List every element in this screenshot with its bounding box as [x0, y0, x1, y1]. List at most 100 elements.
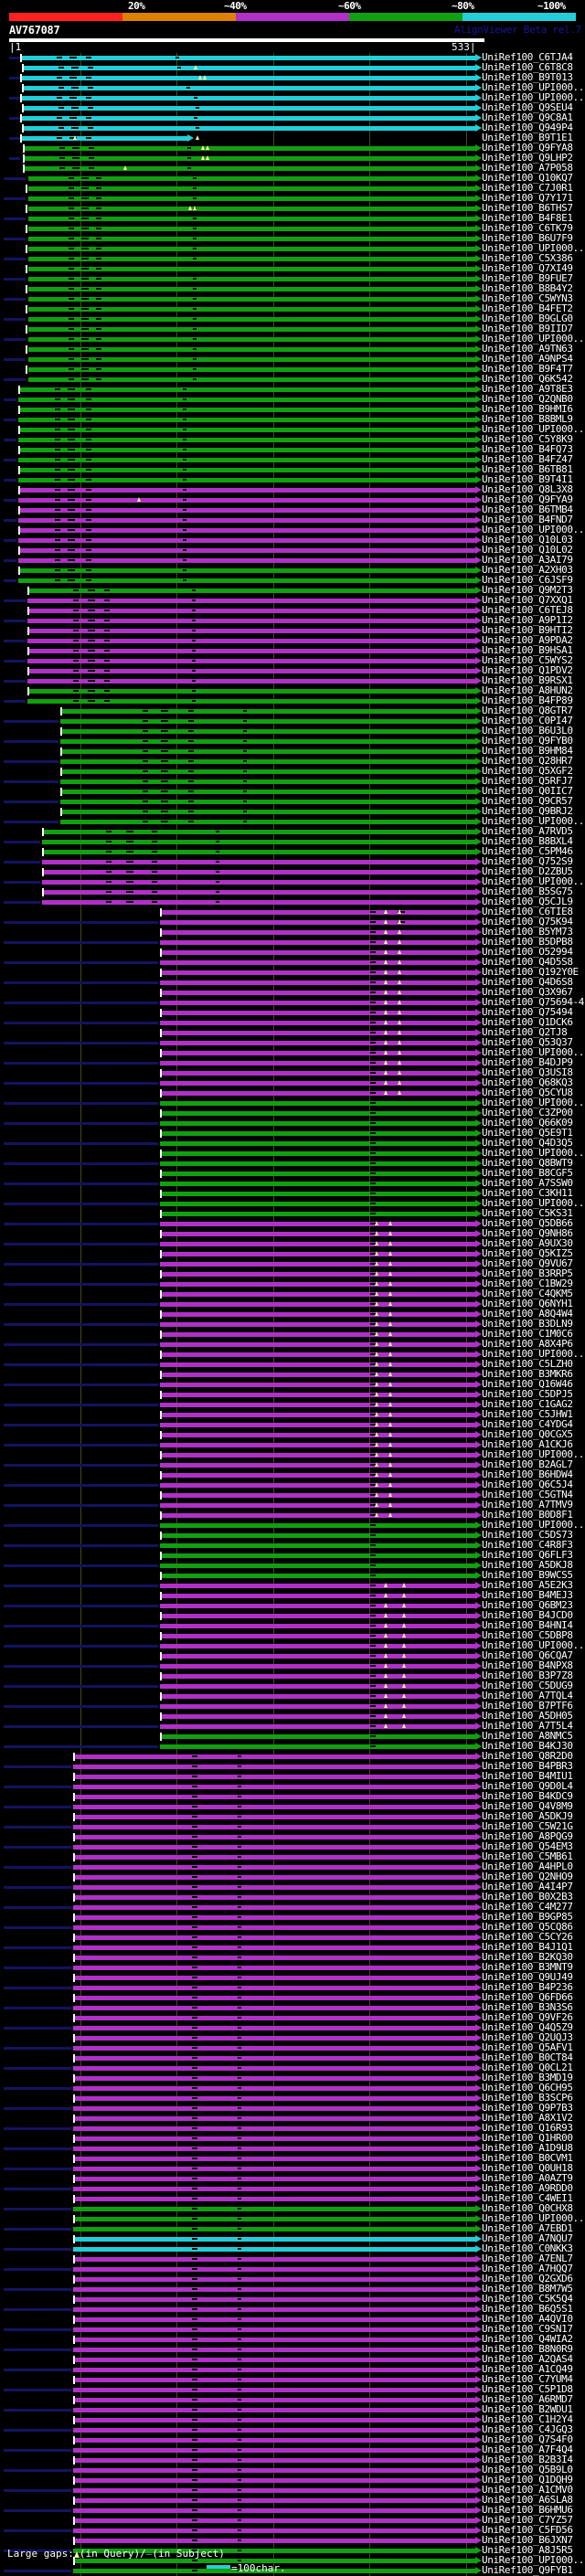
alignment-row[interactable]: UniRef100_C5MB61 [0, 1851, 585, 1862]
alignment-bar[interactable] [73, 1795, 475, 1799]
alignment-row[interactable]: UniRef100_Q10KQ7 [0, 173, 585, 184]
subject-label[interactable]: UniRef100_C5LZH0 [482, 1358, 573, 1370]
subject-label[interactable]: UniRef100_Q9P7B3 [482, 2102, 573, 2114]
subject-label[interactable]: UniRef100_Q9FYB0 [482, 735, 573, 747]
subject-label[interactable]: UniRef100_UPI000.. [482, 1197, 585, 1209]
alignment-bar[interactable] [60, 769, 475, 774]
subject-label[interactable]: UniRef100_B6HMU6 [482, 2504, 573, 2516]
alignment-row[interactable]: UniRef100_Q4D3Q5 [0, 1138, 585, 1149]
subject-label[interactable]: UniRef100_Q5CJL9 [482, 896, 573, 907]
alignment-bar[interactable] [28, 247, 475, 251]
subject-label[interactable]: UniRef100_B5SG75 [482, 885, 573, 897]
alignment-row[interactable]: UniRef100_B8CGF5 [0, 1168, 585, 1179]
alignment-row[interactable]: UniRef100_B6JXN7 [0, 2535, 585, 2546]
subject-label[interactable]: UniRef100_C5GTN4 [482, 1489, 573, 1500]
alignment-bar[interactable] [73, 2247, 475, 2252]
subject-label[interactable]: UniRef100_B3P7Z8 [482, 1670, 573, 1681]
subject-label[interactable]: UniRef100_C5P1D8 [482, 2383, 573, 2395]
alignment-row[interactable]: UniRef100_Q9C8A1 [0, 111, 585, 123]
subject-label[interactable]: UniRef100_C4YDG4 [482, 1418, 573, 1430]
alignment-bar[interactable] [160, 1533, 475, 1538]
alignment-row[interactable]: UniRef100_Q5B9L0 [0, 2465, 585, 2475]
subject-label[interactable]: UniRef100_Q0IIC7 [482, 785, 573, 797]
subject-label[interactable]: UniRef100_B6TMB4 [482, 504, 573, 515]
alignment-row[interactable]: UniRef100_C4R8F3 [0, 1540, 585, 1551]
alignment-row[interactable]: UniRef100_C0PI47 [0, 716, 585, 726]
alignment-row[interactable]: UniRef100_A7T5L4 [0, 1721, 585, 1732]
alignment-bar[interactable] [160, 1584, 475, 1588]
alignment-row[interactable]: UniRef100_A4HPL0 [0, 1861, 585, 1872]
alignment-bar[interactable] [73, 2297, 475, 2302]
alignment-bar[interactable] [73, 1815, 475, 1819]
subject-label[interactable]: UniRef100_C6TJA4 [482, 51, 573, 63]
alignment-bar[interactable] [28, 377, 475, 382]
alignment-row[interactable]: UniRef100_Q54EM3 [0, 1841, 585, 1852]
alignment-row[interactable]: UniRef100_C5PM46 [0, 846, 585, 857]
subject-label[interactable]: UniRef100_B8BXL4 [482, 835, 573, 847]
subject-label[interactable]: UniRef100_Q2GXD6 [482, 2273, 573, 2284]
alignment-bar[interactable] [73, 2126, 475, 2131]
alignment-bar[interactable] [28, 287, 475, 292]
subject-label[interactable]: UniRef100_Q4D5S8 [482, 956, 573, 968]
alignment-bar[interactable] [42, 880, 475, 885]
subject-label[interactable]: UniRef100_B3MNT9 [482, 1961, 573, 1973]
subject-label[interactable]: UniRef100_B2AGL7 [482, 1458, 573, 1470]
alignment-row[interactable]: UniRef100_Q4V8M9 [0, 1800, 585, 1812]
alignment-bar[interactable] [73, 2076, 475, 2081]
subject-label[interactable]: UniRef100_Q8GTR7 [482, 705, 573, 716]
subject-label[interactable]: UniRef100_B4F8E1 [482, 212, 573, 224]
alignment-row[interactable]: UniRef100_B3MD19 [0, 2072, 585, 2083]
alignment-bar[interactable] [42, 850, 475, 854]
subject-label[interactable]: UniRef100_Q0CGX5 [482, 1428, 573, 1440]
subject-label[interactable]: UniRef100_Q6CQA7 [482, 1649, 573, 1661]
subject-label[interactable]: UniRef100_Q949P4 [482, 122, 573, 133]
alignment-bar[interactable] [18, 518, 475, 523]
alignment-row[interactable]: UniRef100_C6TK79 [0, 223, 585, 234]
alignment-bar[interactable] [160, 1312, 475, 1317]
subject-label[interactable]: UniRef100_B4JCD0 [482, 1609, 573, 1621]
alignment-bar[interactable] [160, 970, 475, 975]
subject-label[interactable]: UniRef100_UPI000.. [482, 815, 585, 827]
alignment-row[interactable]: UniRef100_UPI000.. [0, 92, 585, 103]
subject-label[interactable]: UniRef100_B4MEJ3 [482, 1589, 573, 1601]
alignment-bar[interactable] [73, 1855, 475, 1860]
alignment-row[interactable]: UniRef100_Q6BM23 [0, 1600, 585, 1611]
subject-label[interactable]: UniRef100_Q4V8M9 [482, 1800, 573, 1812]
subject-label[interactable]: UniRef100_A5E2K3 [482, 1579, 573, 1591]
subject-label[interactable]: UniRef100_B4P236 [482, 1981, 573, 1993]
subject-label[interactable]: UniRef100_Q9C8A1 [482, 111, 573, 123]
alignment-row[interactable]: UniRef100_Q7S4F0 [0, 2434, 585, 2445]
alignment-row[interactable]: UniRef100_C5X386 [0, 253, 585, 264]
alignment-bar[interactable] [160, 1463, 475, 1468]
subject-label[interactable]: UniRef100_A2QAS4 [482, 2353, 573, 2365]
alignment-bar[interactable] [73, 2147, 475, 2151]
alignment-row[interactable]: UniRef100_UPI000.. [0, 424, 585, 435]
alignment-bar[interactable] [28, 267, 475, 271]
subject-label[interactable]: UniRef100_Q53Q37 [482, 1036, 573, 1048]
subject-label[interactable]: UniRef100_C7YUM4 [482, 2373, 573, 2385]
alignment-bar[interactable] [18, 398, 475, 402]
alignment-bar[interactable] [160, 1473, 475, 1478]
alignment-bar[interactable] [18, 458, 475, 462]
alignment-row[interactable]: UniRef100_Q7Y171 [0, 193, 585, 204]
subject-label[interactable]: UniRef100_B9FUE7 [482, 272, 573, 284]
subject-label[interactable]: UniRef100_Q0CL21 [482, 2062, 573, 2073]
subject-label[interactable]: UniRef100_C5DUG9 [482, 1680, 573, 1691]
alignment-row[interactable]: UniRef100_Q9FYB1 [0, 2565, 585, 2576]
alignment-row[interactable]: UniRef100_A9UX30 [0, 1238, 585, 1249]
subject-label[interactable]: UniRef100_C3KH11 [482, 1187, 573, 1199]
subject-label[interactable]: UniRef100_B4KDC9 [482, 1790, 573, 1802]
subject-label[interactable]: UniRef100_Q5RFJ7 [482, 775, 573, 787]
alignment-bar[interactable] [73, 1966, 475, 1970]
alignment-bar[interactable] [160, 1744, 475, 1749]
subject-label[interactable]: UniRef100_B4FET2 [482, 302, 573, 314]
alignment-row[interactable]: UniRef100_Q2QNB0 [0, 394, 585, 405]
alignment-bar[interactable] [160, 1413, 475, 1417]
subject-label[interactable]: UniRef100_A7TQL4 [482, 1690, 573, 1701]
alignment-row[interactable]: UniRef100_B3SCP6 [0, 2093, 585, 2104]
alignment-bar[interactable] [22, 66, 475, 70]
subject-label[interactable]: UniRef100_C5DBP8 [482, 1629, 573, 1641]
alignment-bar[interactable] [18, 548, 475, 553]
alignment-bar[interactable] [73, 2378, 475, 2382]
alignment-row[interactable]: UniRef100_UPI000.. [0, 1640, 585, 1651]
